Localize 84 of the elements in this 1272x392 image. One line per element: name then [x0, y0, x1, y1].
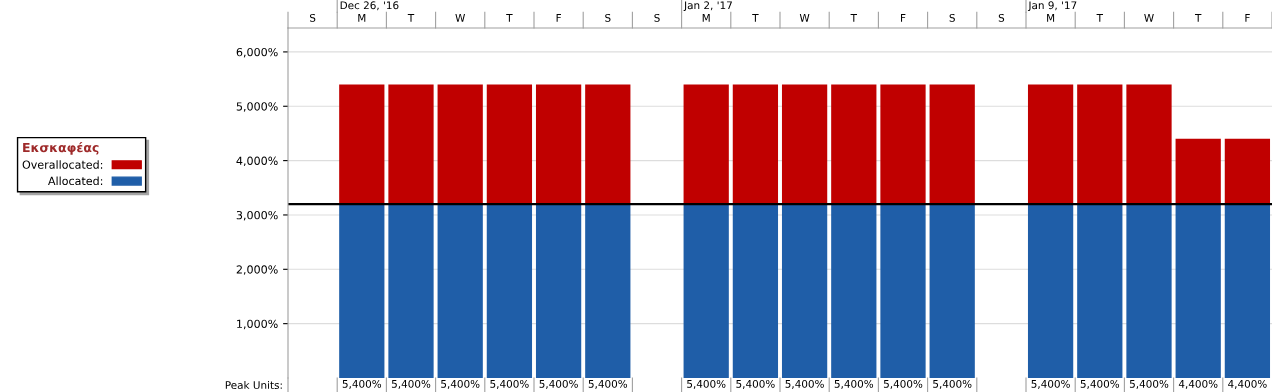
- y-tick-label: 6,000%: [236, 47, 278, 58]
- x-tick-label: T: [506, 14, 513, 22]
- x-tick-label: S: [309, 13, 316, 22]
- bar: [1126, 84, 1172, 205]
- bar: [929, 84, 975, 205]
- total-label: 5,400%: [441, 379, 480, 389]
- bar: [880, 84, 926, 205]
- bar: [1126, 204, 1172, 378]
- x-tick-label: M: [702, 14, 710, 22]
- text: Dec 26, '16: [340, 1, 399, 11]
- x-tick-label: S: [605, 13, 611, 22]
- bar: [880, 204, 926, 378]
- x-tick-label: F: [1245, 14, 1250, 22]
- text: Jan 2, '17: [683, 1, 732, 12]
- x-tick-label: W: [1144, 14, 1154, 22]
- bar: [1077, 204, 1123, 378]
- bar: [929, 204, 975, 378]
- x-tick-label: W: [455, 14, 466, 22]
- x-tick-label: M: [1047, 14, 1055, 22]
- total-label: 5,400%: [342, 379, 382, 389]
- bar: [1077, 84, 1123, 205]
- bar: [535, 84, 582, 205]
- bar: [1175, 138, 1221, 205]
- total-label: 5,400%: [588, 379, 628, 389]
- x-tick-label: T: [752, 14, 759, 22]
- x-tick-label: S: [998, 13, 1005, 22]
- bar: [781, 84, 828, 205]
- x-tick-label: S: [654, 13, 660, 22]
- text: Jan 9, '17: [1027, 1, 1077, 12]
- y-tick-label: 1,000%: [237, 319, 278, 330]
- bar: [388, 204, 434, 378]
- legend-label: Overallocated:: [22, 160, 103, 169]
- y-tick-label: 4,000%: [236, 156, 278, 167]
- bar: [535, 204, 582, 378]
- total-label: 5,400%: [687, 379, 726, 389]
- y-tick-label: 3,000%: [236, 210, 278, 221]
- bar: [732, 84, 779, 205]
- bar: [1175, 204, 1221, 378]
- bar: [683, 84, 729, 205]
- y-tick-label: 2,000%: [236, 265, 278, 275]
- x-tick-label: F: [901, 14, 906, 22]
- bar: [437, 204, 483, 378]
- total-label: 5,400%: [883, 379, 923, 389]
- total-label: 4,400%: [1228, 379, 1267, 389]
- total-label: 5,400%: [736, 379, 775, 389]
- x-tick-label: M: [358, 14, 366, 22]
- bar: [1224, 204, 1271, 378]
- total-label: 5,400%: [1031, 379, 1070, 389]
- bar: [585, 84, 631, 205]
- bar: [1224, 138, 1271, 205]
- total-label: 5,400%: [785, 379, 824, 389]
- bar: [1027, 84, 1074, 205]
- text: Peak Units:: [225, 380, 282, 390]
- x-tick-label: T: [850, 14, 858, 22]
- bar: [732, 204, 779, 378]
- x-tick-label: T: [1194, 14, 1202, 22]
- bar: [781, 204, 828, 378]
- x-tick-label: T: [407, 14, 415, 22]
- x-tick-label: W: [799, 14, 810, 22]
- bar: [1027, 204, 1074, 378]
- total-label: 5,400%: [1129, 379, 1169, 389]
- bar: [437, 84, 483, 205]
- total-label: 5,400%: [834, 379, 874, 389]
- bar: [831, 84, 877, 205]
- total-label: 4,400%: [1178, 379, 1218, 389]
- y-tick-label: 5,000%: [236, 102, 278, 112]
- x-tick-label: S: [949, 13, 955, 22]
- bar: [388, 84, 434, 205]
- total-label: 5,400%: [490, 379, 529, 389]
- x-tick-label: F: [556, 14, 561, 22]
- legend-title: Εκσκαφέας: [23, 142, 99, 155]
- total-label: 5,400%: [933, 379, 972, 389]
- bar: [339, 84, 385, 205]
- bar: [339, 204, 385, 378]
- x-tick-label: T: [1096, 14, 1104, 22]
- total-label: 5,400%: [391, 379, 431, 389]
- total-label: 5,400%: [1080, 379, 1120, 389]
- bar: [486, 204, 533, 378]
- bar: [486, 84, 533, 205]
- total-label: 5,400%: [539, 379, 578, 389]
- bar: [683, 204, 729, 378]
- legend-label: Allocated:: [48, 176, 103, 186]
- bar: [585, 204, 631, 378]
- bar: [831, 204, 877, 378]
